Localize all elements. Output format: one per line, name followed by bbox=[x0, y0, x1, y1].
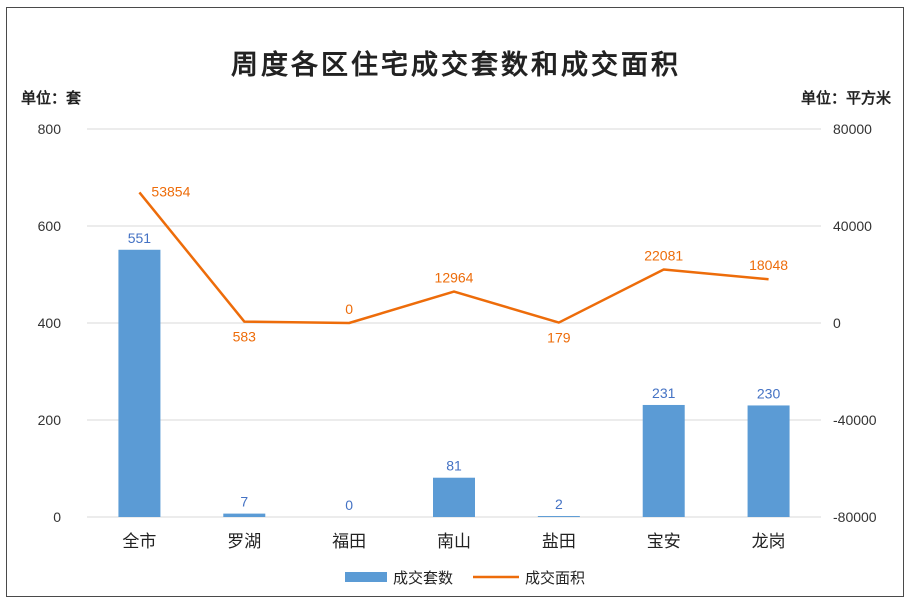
left-tick-label: 400 bbox=[38, 315, 62, 331]
category-axis: 全市 罗湖 福田 南山 盐田 宝安 龙岗 bbox=[122, 532, 785, 552]
line-data-label: 583 bbox=[233, 329, 257, 345]
right-tick-label: 40000 bbox=[833, 218, 872, 234]
bar-data-label: 0 bbox=[345, 497, 353, 513]
bar-data-label: 81 bbox=[446, 458, 462, 474]
line-data-label: 53854 bbox=[151, 183, 190, 199]
legend-bar-label: 成交套数 bbox=[393, 569, 453, 587]
legend: 成交套数 成交面积 bbox=[345, 569, 585, 587]
right-tick-label: -40000 bbox=[833, 412, 877, 428]
left-tick-label: 0 bbox=[53, 509, 61, 525]
left-tick-label: 600 bbox=[38, 218, 62, 234]
right-unit-label: 单位：平方米 bbox=[801, 89, 892, 107]
bar bbox=[433, 477, 475, 517]
line-data-label: 12964 bbox=[435, 270, 474, 286]
left-tick-label: 200 bbox=[38, 412, 62, 428]
gridlines bbox=[87, 128, 821, 518]
legend-line-label: 成交面积 bbox=[525, 569, 585, 587]
bar bbox=[747, 405, 790, 517]
line-data-label: 18048 bbox=[749, 257, 788, 273]
line-data-label: 22081 bbox=[644, 247, 683, 263]
category-label: 全市 bbox=[122, 532, 156, 552]
line-data-label: 0 bbox=[345, 301, 353, 317]
category-label: 福田 bbox=[332, 532, 366, 552]
right-axis: -80000 -40000 0 40000 80000 bbox=[833, 121, 877, 525]
bar-data-label: 231 bbox=[652, 385, 676, 401]
category-label: 盐田 bbox=[542, 532, 576, 552]
bar bbox=[537, 516, 580, 517]
bar-data-label: 7 bbox=[240, 494, 248, 510]
series-line bbox=[138, 191, 769, 325]
bar bbox=[118, 249, 161, 517]
left-axis: 0 200 400 600 800 bbox=[38, 121, 62, 525]
line-data-label: 179 bbox=[547, 330, 571, 346]
category-label: 龙岗 bbox=[752, 532, 786, 552]
bar bbox=[223, 513, 266, 517]
bar-series: 551 7 0 81 2 231 230 bbox=[118, 230, 790, 517]
right-tick-label: 0 bbox=[833, 315, 841, 331]
category-label: 罗湖 bbox=[227, 532, 261, 552]
chart: 周度各区住宅成交套数和成交面积 单位：套 单位：平方米 020040060080… bbox=[21, 49, 892, 587]
right-tick-label: 80000 bbox=[833, 121, 872, 137]
left-unit-label: 单位：套 bbox=[21, 89, 82, 107]
line-series: 53854 583 0 12964 179 22081 18048 bbox=[138, 183, 788, 346]
category-label: 宝安 bbox=[647, 532, 681, 552]
chart-frame: 周度各区住宅成交套数和成交面积 单位：套 单位：平方米 0 200 400 600 80… bbox=[6, 7, 904, 597]
bar-data-label: 551 bbox=[128, 230, 152, 246]
legend-bar-swatch bbox=[345, 572, 387, 582]
bar-data-label: 230 bbox=[757, 385, 781, 401]
chart-title: 周度各区住宅成交套数和成交面积 bbox=[231, 49, 681, 81]
right-tick-label: -80000 bbox=[833, 509, 877, 525]
bar-data-label: 2 bbox=[555, 496, 563, 512]
category-label: 南山 bbox=[437, 532, 471, 552]
bar bbox=[642, 404, 685, 517]
left-tick-label: 800 bbox=[38, 121, 62, 137]
